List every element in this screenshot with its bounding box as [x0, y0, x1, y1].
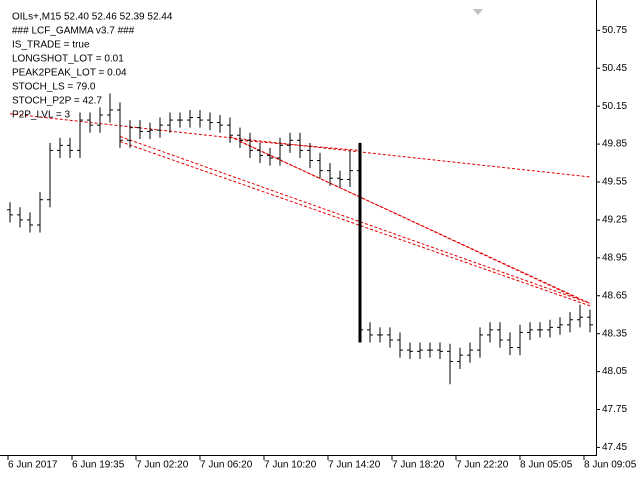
y-tick-label: 48.05: [602, 366, 627, 377]
info-line: OILs+,M15 52.40 52.46 52.39 52.44: [12, 12, 173, 23]
trendline: [229, 136, 581, 300]
x-tick-label: 8 Jun 09:05: [584, 460, 637, 471]
trendline: [119, 136, 591, 304]
y-tick-label: 48.65: [602, 290, 627, 301]
x-tick-label: 7 Jun 02:20: [136, 460, 189, 471]
info-line: STOCH_LS = 79.0: [12, 82, 96, 93]
y-tick-label: 49.85: [602, 139, 627, 150]
trendline: [239, 141, 591, 304]
info-line: PEAK2PEAK_LOT = 0.04: [12, 68, 127, 79]
x-tick-label: 7 Jun 14:20: [328, 460, 381, 471]
x-tick-label: 7 Jun 18:20: [392, 460, 445, 471]
trendline: [119, 141, 591, 307]
x-tick-label: 7 Jun 06:20: [200, 460, 253, 471]
x-tick-label: 6 Jun 19:35: [72, 460, 125, 471]
y-tick-label: 50.45: [602, 63, 627, 74]
y-tick-label: 50.75: [602, 25, 627, 36]
x-tick-label: 7 Jun 22:20: [456, 460, 509, 471]
x-tick-label: 6 Jun 2017: [8, 460, 58, 471]
info-line: STOCH_P2P = 42.7: [12, 96, 102, 107]
y-tick-label: 48.35: [602, 328, 627, 339]
info-line: P2P_LVL = 3: [12, 110, 71, 121]
info-line: IS_TRADE = true: [12, 40, 90, 51]
info-line: LONGSHOT_LOT = 0.01: [12, 54, 124, 65]
y-tick-label: 49.25: [602, 215, 627, 226]
y-tick-label: 48.95: [602, 252, 627, 263]
x-tick-label: 8 Jun 05:05: [520, 460, 573, 471]
info-line: ### LCF_GAMMA v3.7 ###: [12, 26, 135, 37]
y-tick-label: 47.45: [602, 442, 627, 453]
x-tick-label: 7 Jun 10:20: [264, 460, 317, 471]
y-tick-label: 49.55: [602, 177, 627, 188]
y-tick-label: 47.75: [602, 404, 627, 415]
y-tick-label: 50.15: [602, 101, 627, 112]
shift-marker: [473, 9, 483, 15]
